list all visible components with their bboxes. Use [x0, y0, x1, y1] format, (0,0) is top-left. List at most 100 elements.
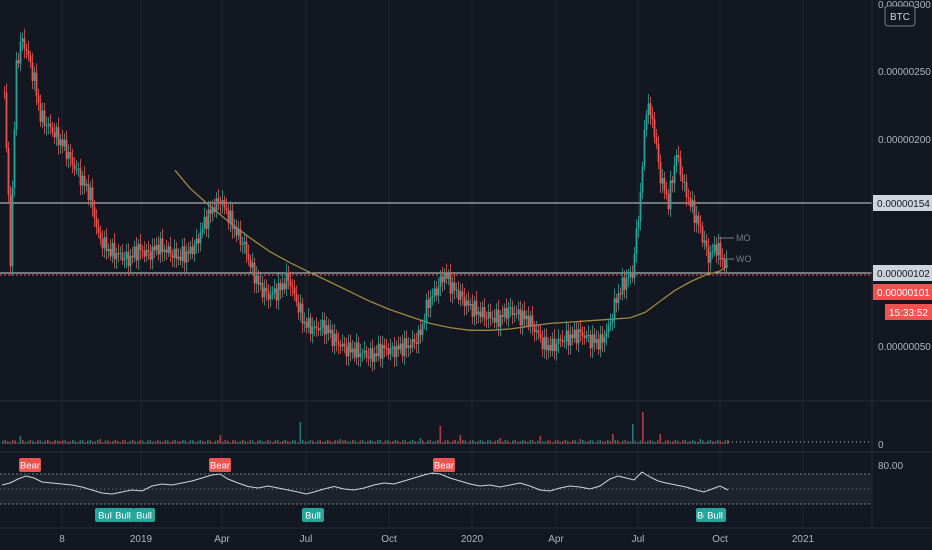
volume-bar-153 [384, 440, 387, 444]
candle-body-271 [545, 336, 548, 351]
candle-body-175 [353, 348, 356, 358]
volume-bar-6 [17, 442, 19, 444]
volume-bar-82 [207, 440, 209, 444]
volume-bar-187 [469, 440, 472, 444]
candle-body-291 [585, 335, 588, 338]
volume-bar-13 [34, 442, 37, 444]
volume-bar-226 [567, 440, 569, 444]
volume-bar-48 [122, 440, 124, 444]
last-price-tag-label: 0.00000101 [877, 288, 930, 299]
volume-bar-267 [669, 441, 672, 444]
price-axis[interactable]: 0.00000300 0.00000250 0.00000200 0.00000… [871, 0, 932, 528]
volume-bar-89 [224, 440, 227, 444]
candle-body-333 [669, 180, 672, 210]
currency-badge[interactable]: BTC [884, 5, 916, 27]
volume-bar-113 [284, 440, 287, 444]
candle-body-273 [549, 344, 552, 351]
last-price-tag[interactable]: 0.00000101 [873, 284, 932, 300]
candle-body-23 [49, 123, 52, 128]
candle-body-191 [385, 348, 388, 350]
candle-body-311 [625, 278, 628, 290]
time-tick-2: Apr [214, 534, 230, 545]
volume-bar-135 [339, 439, 342, 444]
volume-bar-239 [599, 440, 602, 444]
volume-bar-219 [549, 440, 552, 444]
candle-body-299 [601, 334, 604, 343]
candle-body-225 [453, 282, 456, 291]
candle-body-76 [155, 244, 158, 251]
level-tag-upper[interactable]: 0.00000154 [873, 195, 932, 211]
candle-body-337 [677, 154, 680, 158]
candle-body-27 [57, 127, 60, 146]
volume-bar-157 [394, 440, 397, 444]
candle-body-163 [329, 329, 332, 334]
candle-body-292 [587, 334, 590, 336]
candle-body-306 [615, 298, 618, 304]
volume-bar-106 [267, 440, 269, 444]
volume-bar-171 [429, 440, 432, 444]
volume-bar-281 [704, 442, 707, 444]
price-pane[interactable]: MO WO [0, 0, 872, 528]
candle-body-90 [183, 246, 186, 263]
candle-body-274 [551, 338, 554, 351]
volume-bar-227 [569, 441, 572, 444]
volume-bar-78 [197, 441, 199, 444]
volume-bar-237 [594, 442, 597, 444]
volume-bar-214 [537, 440, 539, 444]
candle-body-303 [609, 322, 612, 326]
volume-bar-144 [362, 440, 364, 444]
volume-bar-273 [684, 440, 687, 444]
volume-bar-151 [379, 440, 382, 444]
volume-bar-289 [724, 440, 727, 444]
candle-body-144 [291, 286, 294, 288]
candle-body-149 [301, 303, 304, 324]
volume-bar-242 [607, 440, 609, 444]
volume-bar-285 [714, 441, 717, 444]
candle-body-208 [419, 329, 422, 336]
time-tick-3: Jul [300, 534, 313, 545]
volume-bar-131 [329, 441, 332, 444]
volume-bar-212 [532, 440, 534, 444]
candle-body-107 [217, 198, 220, 202]
candle-body-118 [239, 228, 242, 245]
candle-body-0 [3, 91, 6, 93]
candle-body-176 [355, 342, 358, 358]
candle-body-324 [651, 115, 654, 120]
candle-body-63 [129, 255, 132, 267]
candle-body-9 [21, 38, 24, 42]
candle-body-230 [463, 296, 466, 307]
volume-bar-286 [717, 440, 719, 444]
volume-bar-149 [374, 441, 377, 444]
volume-bar-104 [262, 441, 264, 444]
candle-body-40 [83, 175, 86, 186]
candle-body-158 [319, 327, 322, 331]
candle-body-85 [173, 248, 176, 258]
volume-bar-195 [489, 440, 492, 444]
volume-bar-124 [312, 440, 314, 444]
level-tag-lower[interactable]: 0.00000102 [873, 265, 932, 281]
candle-body-41 [85, 184, 88, 186]
candle-body-151 [305, 321, 308, 328]
candle-body-143 [289, 280, 292, 287]
candle-body-301 [605, 332, 608, 338]
volume-bar-95 [239, 440, 242, 444]
candle-body-6 [15, 60, 18, 130]
candle-body-344 [691, 200, 694, 207]
candle-body-217 [437, 286, 440, 296]
volume-bar-245 [614, 440, 617, 444]
volume-bar-222 [557, 440, 559, 444]
volume-bar-66 [167, 440, 169, 444]
rsi-pane[interactable]: BearBearBearBullBullBullBullBearBull 80.… [0, 451, 932, 522]
candle-body-268 [539, 333, 542, 338]
volume-bar-177 [444, 440, 447, 444]
candle-body-308 [619, 293, 622, 295]
volume-bar-67 [169, 442, 172, 444]
volume-pane[interactable]: 0 [0, 400, 932, 451]
candle-body-114 [231, 210, 234, 230]
volume-bar-206 [517, 441, 519, 444]
candle-body-210 [423, 323, 426, 325]
volume-bar-68 [172, 440, 174, 444]
time-axis[interactable]: 8 2019 Apr Jul Oct 2020 Apr Jul Oct 2021 [0, 527, 932, 545]
candle-body-277 [557, 338, 560, 344]
